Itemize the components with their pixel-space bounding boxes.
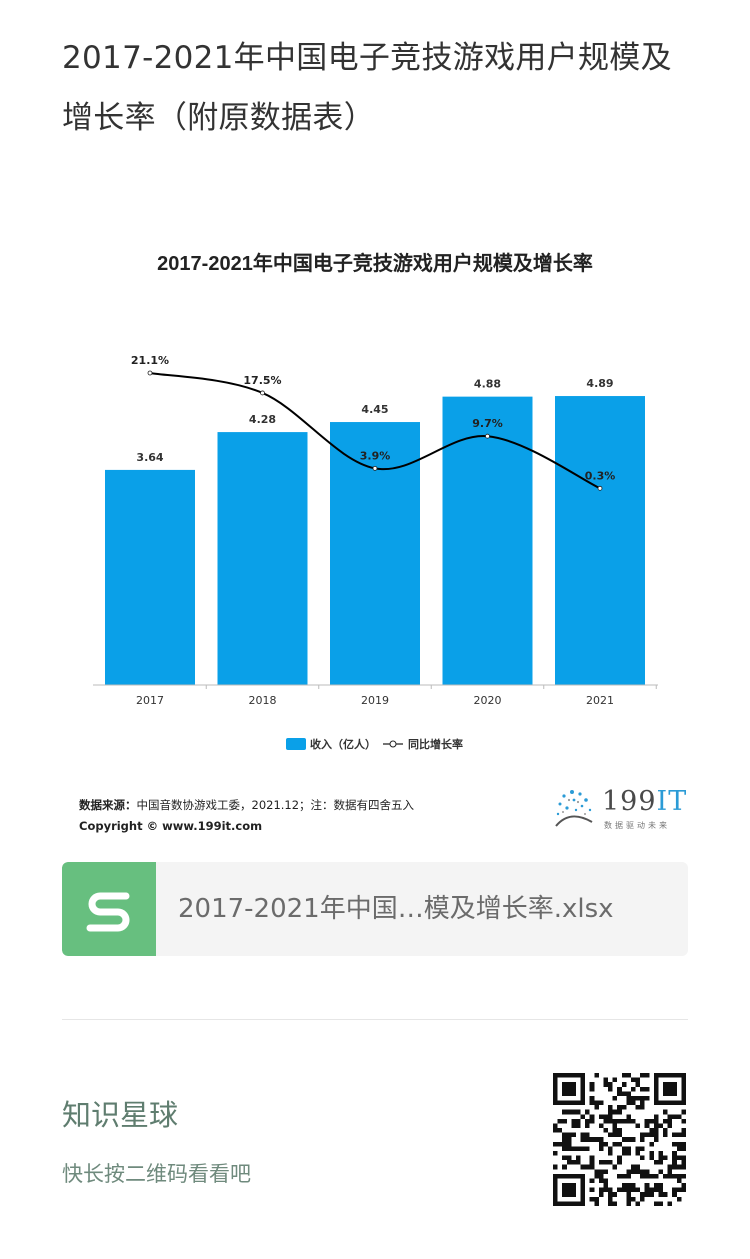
growth-point-2019 xyxy=(372,465,378,471)
bar-label-2020: 4.88 xyxy=(474,378,501,391)
growth-point-2018 xyxy=(260,390,265,396)
legend-bar-swatch xyxy=(286,738,306,750)
x-tick-2017: 2017 xyxy=(136,694,164,707)
bar-2020 xyxy=(442,396,533,685)
file-attachment-card[interactable]: 2017-2021年中国…模及增长率.xlsx xyxy=(62,862,688,956)
legend-bar-label: 收入（亿人） xyxy=(310,737,376,751)
bar-label-2021: 4.89 xyxy=(586,377,613,390)
source-text: 中国音数协游戏工委，2021.12；注：数据有四舍五入 xyxy=(136,798,415,812)
spreadsheet-s-icon xyxy=(62,862,156,956)
chart: 2017-2021年中国电子竞技游戏用户规模及增长率 3.64 4.28 4.45 4… xyxy=(93,251,658,751)
bar-2018 xyxy=(217,432,308,685)
growth-point-2020 xyxy=(485,433,490,439)
growth-label-2021: 0.3% xyxy=(585,469,616,482)
planet-title: 知识星球 xyxy=(62,1098,179,1132)
logo-wordmark: 199IT xyxy=(602,786,688,817)
bar-group xyxy=(105,396,645,685)
source-label: 数据来源： xyxy=(79,798,137,812)
bar-2017 xyxy=(105,469,195,685)
growth-label-2020: 9.7% xyxy=(472,417,503,430)
x-tick-group: 2017 2018 2019 2020 2021 xyxy=(136,685,657,707)
growth-label-2019: 3.9% xyxy=(360,449,391,462)
growth-label-2017: 21.1% xyxy=(131,354,169,367)
bar-label-2018: 4.28 xyxy=(249,413,276,426)
growth-label-group: 21.1% 17.5% 3.9% 9.7% 0.3% xyxy=(131,354,615,482)
growth-label-2018: 17.5% xyxy=(243,374,281,387)
growth-line-group xyxy=(147,370,603,491)
qr-code-icon[interactable] xyxy=(553,1073,686,1206)
x-tick-2021: 2021 xyxy=(586,694,614,707)
logo-tagline: 数据驱动未来 xyxy=(604,821,670,830)
bar-label-2019: 4.45 xyxy=(361,403,388,416)
planet-subtitle: 快长按二维码看看吧 xyxy=(62,1162,251,1186)
chart-title: 2017-2021年中国电子竞技游戏用户规模及增长率 xyxy=(157,251,593,275)
growth-point-2017 xyxy=(147,370,153,376)
bar-label-group: 3.64 4.28 4.45 4.88 4.89 xyxy=(136,377,613,464)
growth-point-2021 xyxy=(597,485,603,491)
divider xyxy=(62,1019,688,1020)
x-tick-2018: 2018 xyxy=(249,694,277,707)
legend: 收入（亿人） 同比增长率 xyxy=(286,737,463,751)
copyright-text: Copyright © www.199it.com xyxy=(79,819,263,833)
bar-label-2017: 3.64 xyxy=(136,451,163,464)
dandelion-logo-icon xyxy=(555,790,593,827)
file-name: 2017-2021年中国…模及增长率.xlsx xyxy=(178,894,614,924)
x-tick-2019: 2019 xyxy=(361,694,389,707)
bar-2021 xyxy=(555,396,645,685)
legend-line-label: 同比增长率 xyxy=(408,737,463,751)
legend-line-marker xyxy=(389,740,397,748)
page-title: 2017-2021年中国电子竞技游戏用户规模及增长率（附原数据表） xyxy=(62,40,672,136)
source-block: 数据来源：中国音数协游戏工委，2021.12；注：数据有四舍五入 Copyrig… xyxy=(79,795,414,837)
logo-199it: 199IT 数据驱动未来 xyxy=(552,786,686,832)
x-tick-2020: 2020 xyxy=(474,694,502,707)
